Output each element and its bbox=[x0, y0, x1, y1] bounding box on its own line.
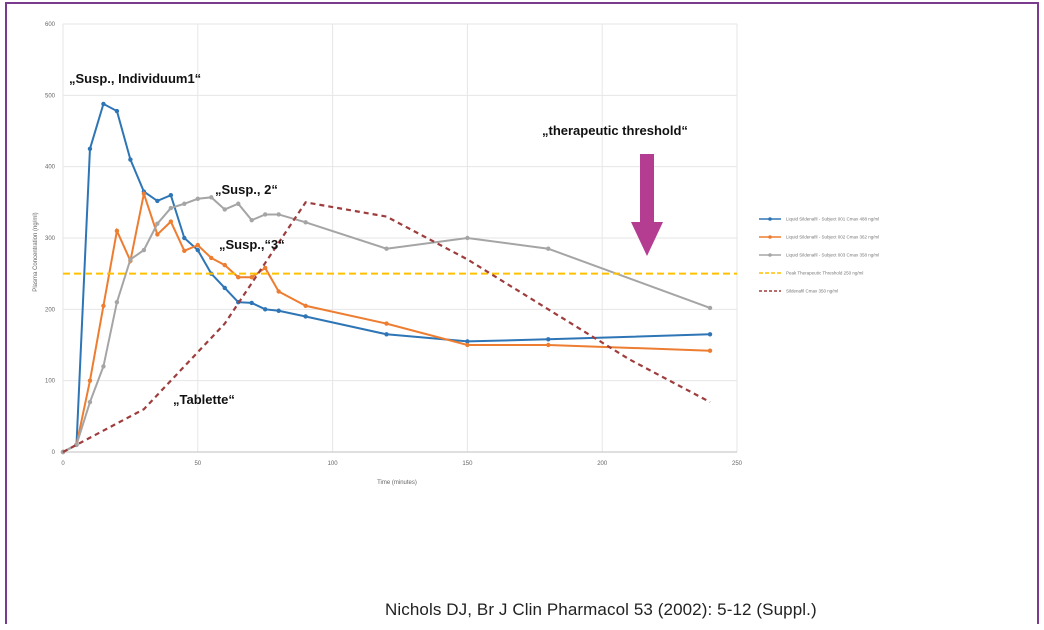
x-tick-label: 100 bbox=[328, 461, 339, 467]
data-point bbox=[195, 247, 200, 253]
series-line-5 bbox=[62, 201, 711, 453]
data-point bbox=[222, 262, 227, 268]
data-point bbox=[114, 300, 120, 305]
x-axis-label: Time (minutes) bbox=[377, 480, 417, 486]
data-point bbox=[222, 207, 227, 212]
series-group bbox=[60, 101, 737, 455]
data-point bbox=[128, 257, 133, 262]
data-point bbox=[465, 235, 470, 241]
annotation-susp-individuum1: „Susp., Individuum1“ bbox=[69, 71, 201, 86]
data-point bbox=[141, 247, 147, 253]
data-point bbox=[546, 337, 551, 342]
x-tick-label: 150 bbox=[462, 461, 473, 467]
data-point bbox=[263, 265, 268, 271]
data-point bbox=[87, 378, 93, 383]
legend-marker bbox=[768, 217, 772, 221]
legend-marker bbox=[768, 235, 772, 239]
data-point bbox=[707, 305, 713, 311]
y-axis-label: Plasma Concentration (ng/ml) bbox=[33, 212, 39, 291]
y-tick-label: 300 bbox=[45, 236, 56, 242]
legend-label: Sildenafil Cmax 350 ng/ml bbox=[786, 289, 838, 294]
data-point bbox=[465, 342, 470, 348]
data-point bbox=[263, 212, 268, 217]
data-point bbox=[155, 221, 160, 226]
y-tick-label: 100 bbox=[45, 379, 56, 385]
y-tick-label: 400 bbox=[45, 165, 56, 171]
data-point bbox=[707, 332, 713, 337]
data-point bbox=[249, 300, 254, 306]
x-tick-label: 0 bbox=[61, 461, 65, 467]
grid bbox=[62, 23, 738, 453]
series-line-1 bbox=[62, 102, 711, 453]
y-tick-label: 600 bbox=[45, 22, 56, 28]
data-point bbox=[87, 399, 93, 405]
data-point bbox=[155, 198, 160, 204]
annotation-tablette: „Tablette“ bbox=[173, 392, 235, 407]
chart: 0 100 200 300 400 500 600 0 50 100 150 200 250 Liqui… bbox=[33, 22, 879, 486]
data-point bbox=[236, 201, 241, 206]
data-point bbox=[303, 220, 308, 225]
data-point bbox=[155, 232, 160, 237]
data-point bbox=[182, 235, 187, 241]
data-point bbox=[141, 191, 147, 196]
legend-label: Liquid Sildenafil - Subject 001 Cmax 488… bbox=[786, 217, 879, 222]
legend-label: Peak Therapeutic Threshold 250 ng/ml bbox=[786, 271, 863, 276]
data-point bbox=[276, 212, 281, 217]
data-point bbox=[276, 289, 281, 294]
annotation-therapeutic-threshold: „therapeutic threshold“ bbox=[542, 123, 688, 138]
y-tick-label: 500 bbox=[45, 93, 56, 99]
data-point bbox=[168, 193, 174, 198]
y-tick-label: 0 bbox=[52, 450, 56, 456]
data-point bbox=[209, 195, 214, 200]
data-point bbox=[168, 219, 174, 224]
data-point bbox=[222, 285, 227, 291]
slide: 0 100 200 300 400 500 600 0 50 100 150 200 250 Liqui… bbox=[5, 2, 1039, 624]
axis-ticks: 0 100 200 300 400 500 600 0 50 100 150 200 250 bbox=[45, 22, 743, 467]
data-point bbox=[384, 321, 389, 326]
annotation-susp-2: „Susp., 2“ bbox=[215, 182, 278, 197]
citation: Nichols DJ, Br J Clin Pharmacol 53 (2002… bbox=[385, 600, 817, 619]
data-point bbox=[276, 308, 281, 313]
legend-marker bbox=[768, 253, 772, 257]
legend: Liquid Sildenafil - Subject 001 Cmax 488… bbox=[759, 217, 879, 294]
annotation-susp-3: „Susp.,“3“ bbox=[219, 237, 285, 252]
data-point bbox=[465, 339, 470, 344]
y-tick-label: 200 bbox=[45, 307, 56, 313]
series-line-3 bbox=[62, 196, 711, 453]
data-point bbox=[101, 364, 106, 369]
legend-label: Liquid Sildenafil - Subject 003 Cmax 358… bbox=[786, 253, 879, 258]
x-tick-label: 200 bbox=[597, 461, 608, 467]
data-point bbox=[707, 348, 713, 353]
series-line-2 bbox=[62, 189, 711, 453]
data-point bbox=[303, 303, 308, 308]
data-point bbox=[101, 101, 106, 107]
data-point bbox=[249, 275, 254, 280]
x-tick-label: 50 bbox=[194, 461, 201, 467]
data-point bbox=[209, 255, 214, 261]
data-point bbox=[303, 314, 308, 319]
data-point bbox=[546, 246, 551, 251]
data-point bbox=[128, 157, 133, 162]
data-point bbox=[263, 307, 268, 312]
data-point bbox=[195, 196, 200, 201]
data-point bbox=[101, 303, 106, 308]
data-point bbox=[114, 108, 120, 114]
data-point bbox=[249, 217, 254, 223]
data-point bbox=[236, 275, 241, 280]
data-point bbox=[384, 332, 389, 337]
x-tick-label: 250 bbox=[732, 461, 743, 467]
data-point bbox=[114, 228, 120, 234]
data-point bbox=[168, 205, 174, 211]
data-point bbox=[546, 342, 551, 348]
down-arrow-icon bbox=[631, 154, 663, 256]
legend-label: Liquid Sildenafil - Subject 002 Cmax 362… bbox=[786, 235, 879, 240]
data-point bbox=[182, 248, 187, 254]
data-point bbox=[182, 201, 187, 206]
data-point bbox=[87, 146, 93, 152]
data-point bbox=[195, 242, 200, 248]
data-point bbox=[384, 246, 389, 251]
